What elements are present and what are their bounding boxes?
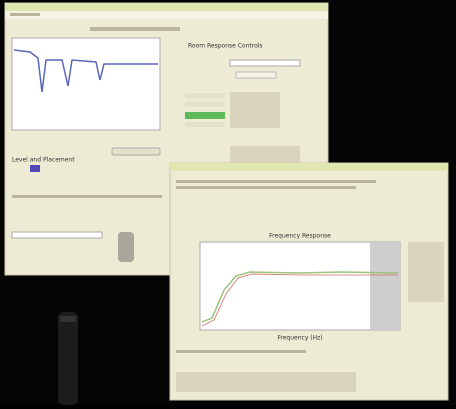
shaded-region <box>370 242 400 330</box>
title-bar <box>170 163 448 171</box>
option[interactable] <box>185 93 225 98</box>
section-title: Level and Placement <box>12 157 75 164</box>
description <box>176 186 356 189</box>
main-window: Room Response Controls Level and Placeme… <box>4 2 329 276</box>
menu-bar <box>5 11 328 19</box>
slider-track[interactable] <box>12 195 162 198</box>
option[interactable] <box>185 102 225 107</box>
description <box>176 180 376 183</box>
response-curve <box>13 49 158 93</box>
response-plot <box>11 37 161 131</box>
value-table <box>230 92 280 128</box>
mic-grille <box>60 316 76 322</box>
dropdown[interactable] <box>11 231 103 239</box>
response-curve <box>201 271 399 323</box>
microphone <box>58 312 78 405</box>
chart-title: Frequency Response <box>269 233 331 240</box>
settings-table <box>176 372 356 392</box>
peak-gain-text <box>90 27 180 31</box>
title-bar <box>5 3 328 11</box>
reference-curve <box>201 273 398 327</box>
button[interactable] <box>111 147 161 156</box>
side-notes <box>408 242 444 302</box>
x-axis-label: Frequency (Hz) <box>277 335 322 342</box>
value-table <box>230 146 300 166</box>
field[interactable] <box>235 71 277 79</box>
settings-text <box>176 350 306 353</box>
dropdown[interactable] <box>229 59 301 67</box>
mic-preview <box>118 232 134 262</box>
panel-title: Room Response Controls <box>188 43 263 50</box>
menu-items <box>10 13 40 16</box>
option[interactable] <box>185 122 225 127</box>
color-swatch[interactable] <box>30 165 40 172</box>
option-selected[interactable] <box>185 112 225 119</box>
response-window: Frequency Response Frequency (Hz) <box>169 162 449 401</box>
